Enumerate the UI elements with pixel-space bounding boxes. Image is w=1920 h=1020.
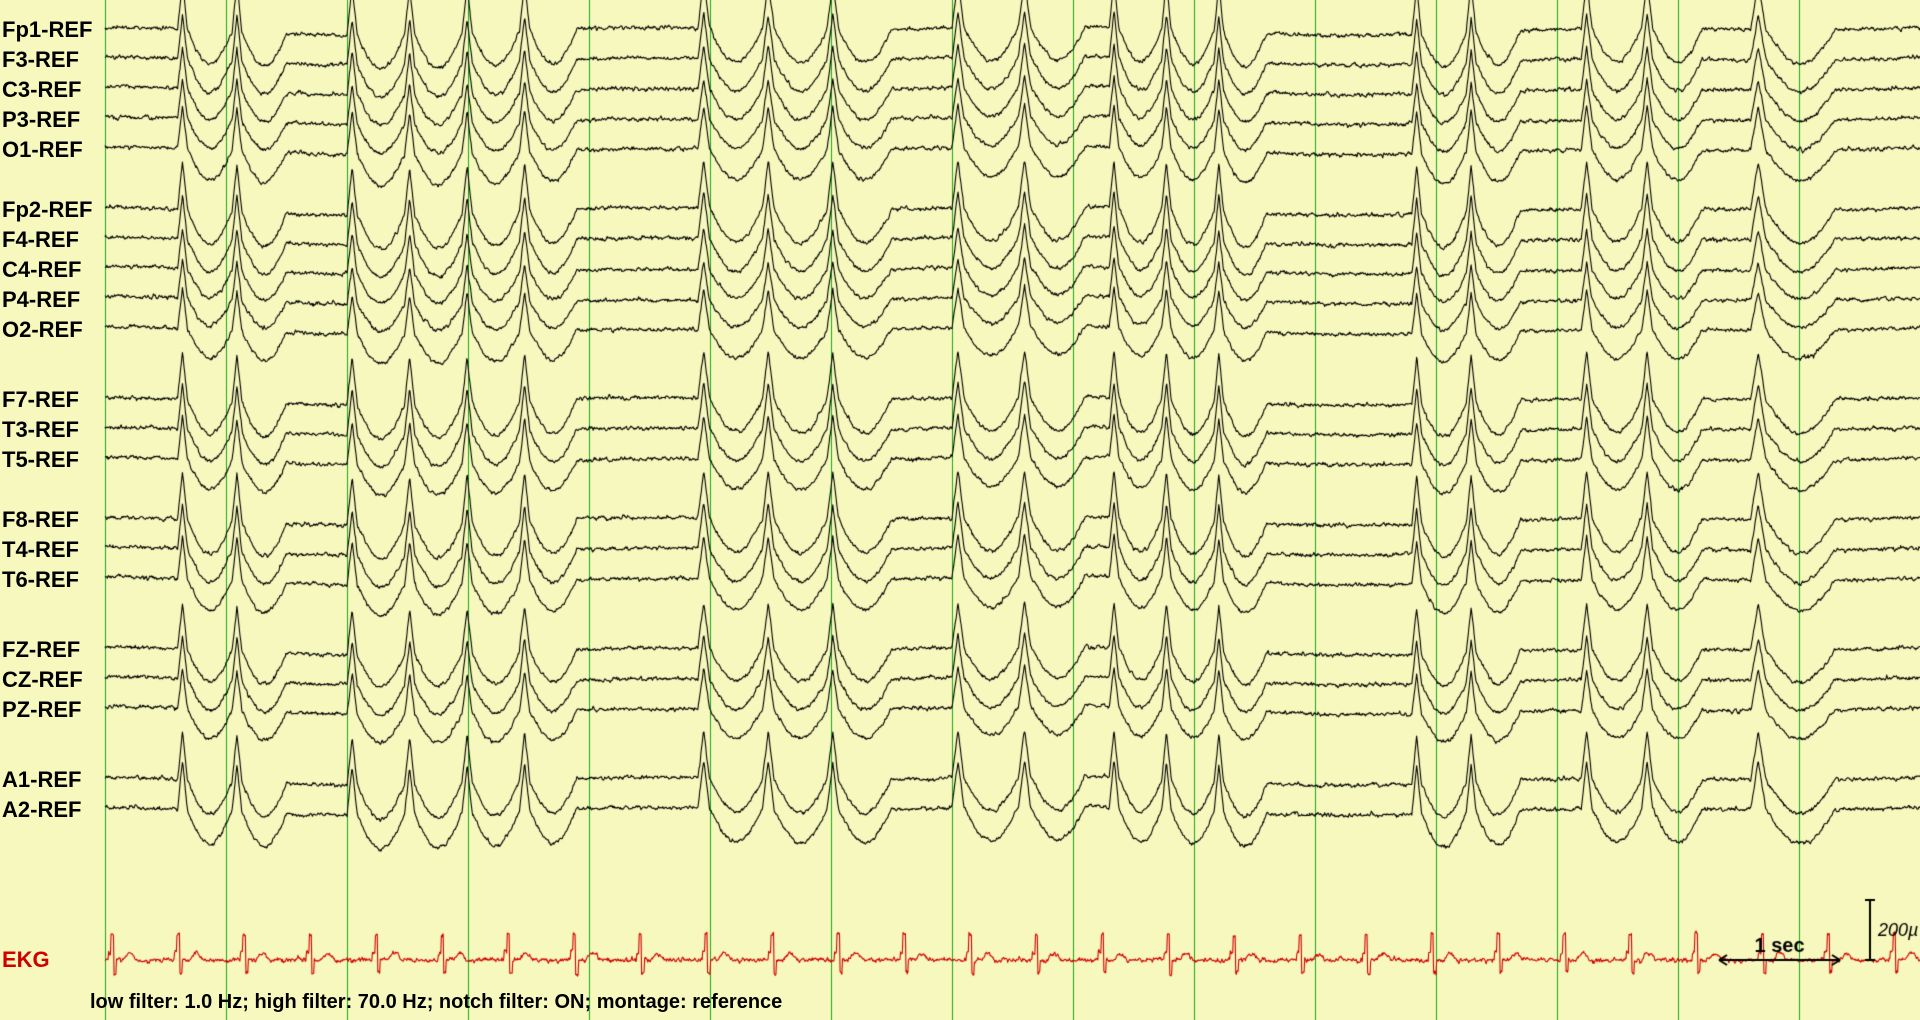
channel-label: F8-REF [2,507,79,533]
eeg-viewer: Fp1-REF F3-REF C3-REF P3-REF O1-REF Fp2-REF F4… [0,0,1920,1020]
eeg-plot-canvas [0,0,1920,1020]
channel-label: O2-REF [2,317,83,343]
channel-label: FZ-REF [2,637,80,663]
channel-label: T5-REF [2,447,79,473]
channel-label: F3-REF [2,47,79,73]
channel-label: P4-REF [2,287,80,313]
channel-label: T4-REF [2,537,79,563]
channel-label: C3-REF [2,77,81,103]
channel-label: A1-REF [2,767,81,793]
channel-label: O1-REF [2,137,83,163]
filter-settings-text: low filter: 1.0 Hz; high filter: 70.0 Hz… [90,991,782,1014]
channel-label: P3-REF [2,107,80,133]
ekg-label: EKG [2,947,50,973]
channel-label: T3-REF [2,417,79,443]
channel-label: Fp2-REF [2,197,92,223]
channel-label: C4-REF [2,257,81,283]
channel-label: T6-REF [2,567,79,593]
channel-label: PZ-REF [2,697,81,723]
channel-label: CZ-REF [2,667,83,693]
channel-label: F7-REF [2,387,79,413]
channel-label: A2-REF [2,797,81,823]
channel-label: F4-REF [2,227,79,253]
channel-label: Fp1-REF [2,17,92,43]
